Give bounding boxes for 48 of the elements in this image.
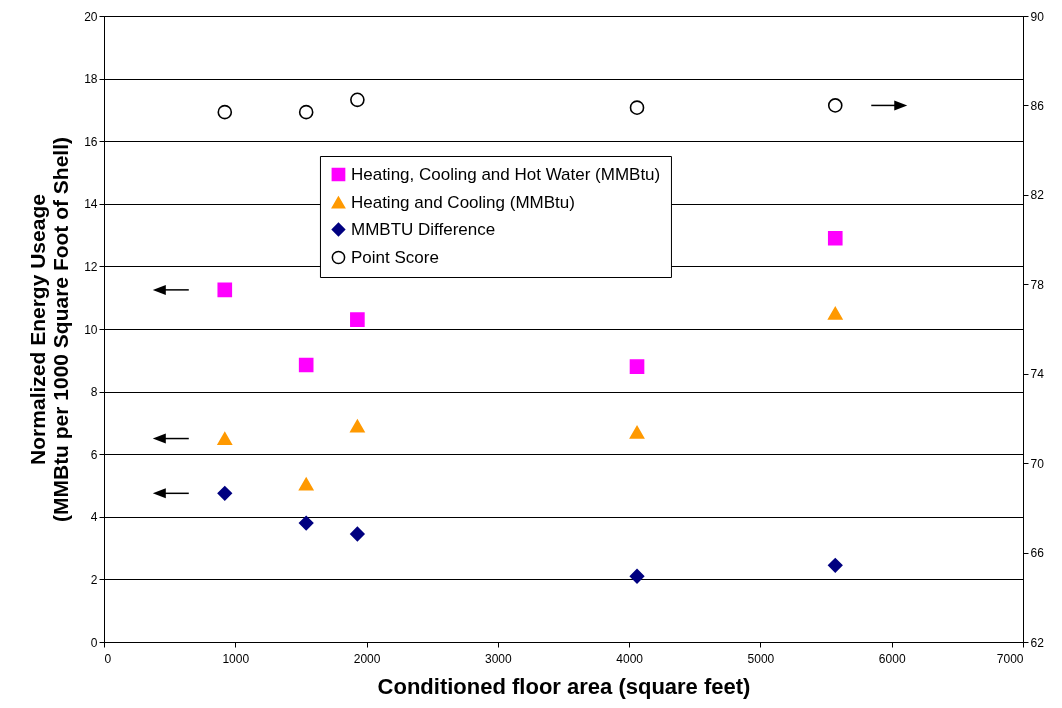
legend-label: Heating, Cooling and Hot Water (MMBtu) xyxy=(350,164,661,184)
point xyxy=(298,477,314,491)
y-tick-label: 14 xyxy=(84,197,98,212)
y2-tick-label: 82 xyxy=(1030,188,1045,203)
legend-label: Heating and Cooling (MMBtu) xyxy=(350,192,575,212)
y2-tick-label: 78 xyxy=(1030,277,1045,292)
y2-tick-label: 66 xyxy=(1030,546,1045,561)
point xyxy=(298,515,314,531)
y-tick-label: 20 xyxy=(84,9,98,24)
x-tick-label: 2000 xyxy=(353,651,381,666)
x-tick-label: 1000 xyxy=(222,651,250,666)
point xyxy=(629,425,645,439)
y2-tick-label: 86 xyxy=(1030,98,1045,113)
point xyxy=(350,312,365,327)
point xyxy=(217,432,233,445)
y2-tick-label: 74 xyxy=(1030,367,1045,382)
y-tick-label: 6 xyxy=(90,447,98,462)
x-tick-label: 7000 xyxy=(996,651,1024,666)
point xyxy=(827,306,843,320)
y-tick-label: 2 xyxy=(90,572,98,587)
legend-label: MMBTU Difference xyxy=(350,219,496,239)
y-tick-label: 4 xyxy=(90,510,98,525)
y-tick-label: 0 xyxy=(90,635,98,650)
point xyxy=(629,568,645,584)
point xyxy=(217,282,233,298)
point xyxy=(629,359,645,374)
point xyxy=(827,230,843,246)
y-axis-title: Normalized Energy Useage (MMBtu per 1000 Square Foot of Shell) xyxy=(26,136,73,523)
y-tick-label: 8 xyxy=(90,385,98,400)
point xyxy=(350,419,365,433)
y-tick-label: 12 xyxy=(84,259,98,274)
x-tick-label: 5000 xyxy=(747,651,775,666)
y2-tick-label: 70 xyxy=(1030,456,1045,471)
y-tick-label: 18 xyxy=(84,72,98,87)
x-tick-label: 3000 xyxy=(485,651,513,666)
x-axis-title: Conditioned floor area (square feet) xyxy=(377,673,751,699)
x-tick-label: 0 xyxy=(104,651,112,666)
y-tick-label: 16 xyxy=(84,134,98,149)
y2-tick-label: 62 xyxy=(1030,635,1045,650)
point xyxy=(298,357,314,373)
legend-label: Point Score xyxy=(350,247,439,267)
y2-tick-label: 90 xyxy=(1030,9,1045,24)
x-tick-label: 6000 xyxy=(878,651,906,666)
point xyxy=(217,486,233,501)
point xyxy=(350,526,365,542)
x-tick-label: 4000 xyxy=(616,651,644,666)
y-tick-label: 10 xyxy=(84,322,98,337)
point xyxy=(827,558,843,573)
